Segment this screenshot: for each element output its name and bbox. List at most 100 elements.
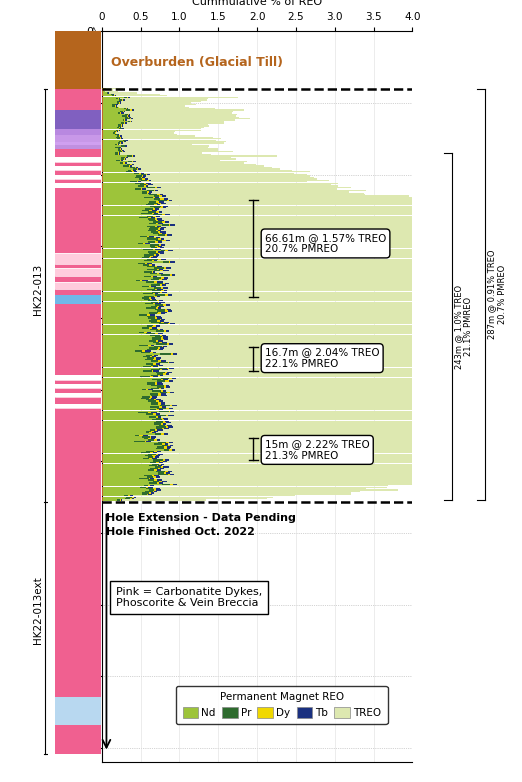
Bar <box>139 173 144 174</box>
Bar <box>155 383 162 385</box>
Bar <box>153 359 160 361</box>
Bar <box>102 436 412 438</box>
Bar <box>158 340 163 342</box>
Bar <box>102 181 103 182</box>
Bar <box>148 217 155 218</box>
Bar <box>102 292 103 293</box>
Bar <box>142 389 153 390</box>
Bar <box>102 392 173 393</box>
Bar <box>102 388 412 389</box>
Bar <box>170 474 174 475</box>
Bar <box>102 117 103 118</box>
Bar <box>149 320 163 321</box>
Bar <box>154 422 171 423</box>
Bar <box>102 297 412 299</box>
Bar <box>102 472 170 474</box>
Bar <box>102 148 218 149</box>
Bar <box>161 274 175 276</box>
Bar <box>102 253 163 254</box>
Bar <box>102 428 412 429</box>
Bar <box>125 498 134 500</box>
Bar <box>102 439 160 440</box>
Bar <box>102 368 103 369</box>
Bar <box>102 128 201 130</box>
Bar <box>162 369 168 371</box>
Bar <box>102 475 103 476</box>
Bar <box>141 177 145 178</box>
Bar <box>102 164 134 165</box>
Bar <box>102 98 120 99</box>
Bar <box>157 317 162 319</box>
Bar <box>119 151 125 152</box>
Bar <box>116 101 121 102</box>
Bar <box>158 289 163 290</box>
Bar <box>152 455 160 457</box>
Bar <box>102 210 157 211</box>
Bar <box>148 412 157 414</box>
Bar <box>121 138 123 139</box>
Bar <box>151 297 155 299</box>
Bar <box>150 452 157 454</box>
Bar <box>163 461 167 462</box>
Bar <box>163 418 168 419</box>
Bar <box>157 465 162 466</box>
Bar <box>119 135 122 137</box>
Bar <box>102 138 103 139</box>
Bar <box>147 263 152 264</box>
Bar <box>152 481 168 482</box>
Bar <box>161 250 173 251</box>
Bar <box>124 111 125 113</box>
Bar <box>102 101 103 102</box>
Bar <box>145 178 148 180</box>
Bar <box>153 303 161 304</box>
Bar <box>161 259 166 260</box>
Bar <box>151 217 155 218</box>
Bar <box>123 139 128 141</box>
Bar <box>160 392 173 393</box>
Bar <box>147 314 155 316</box>
Bar <box>102 346 167 347</box>
Bar <box>164 339 168 340</box>
Bar <box>149 191 152 192</box>
Bar <box>102 457 412 459</box>
Bar <box>102 321 103 323</box>
Bar <box>152 339 168 340</box>
Bar <box>122 149 124 151</box>
Bar <box>168 474 174 475</box>
Bar <box>154 204 160 206</box>
Bar <box>139 314 155 316</box>
Bar <box>118 152 121 154</box>
Bar <box>143 280 148 282</box>
Bar <box>153 233 166 234</box>
Bar <box>102 207 165 208</box>
Bar <box>151 257 157 259</box>
Bar <box>151 438 155 439</box>
Bar <box>102 300 162 302</box>
Bar <box>147 325 160 326</box>
Bar <box>102 445 173 447</box>
Bar <box>102 385 103 386</box>
Bar <box>102 317 103 319</box>
Bar <box>155 450 161 452</box>
Bar <box>162 278 167 280</box>
Bar <box>170 274 175 276</box>
Bar <box>102 122 224 124</box>
Bar <box>102 392 412 393</box>
Bar <box>157 447 171 448</box>
Bar <box>102 452 103 454</box>
Bar <box>102 435 148 436</box>
Bar <box>102 373 412 375</box>
Bar <box>163 336 169 337</box>
Bar <box>102 94 160 95</box>
Bar <box>102 124 208 125</box>
Bar <box>149 478 154 479</box>
Bar <box>172 274 175 276</box>
Bar <box>102 118 133 120</box>
Bar <box>102 495 133 497</box>
Bar <box>147 174 150 175</box>
Bar <box>115 105 117 106</box>
Bar <box>142 297 155 299</box>
Bar <box>102 274 412 276</box>
Bar <box>102 490 398 491</box>
Bar <box>102 187 161 188</box>
